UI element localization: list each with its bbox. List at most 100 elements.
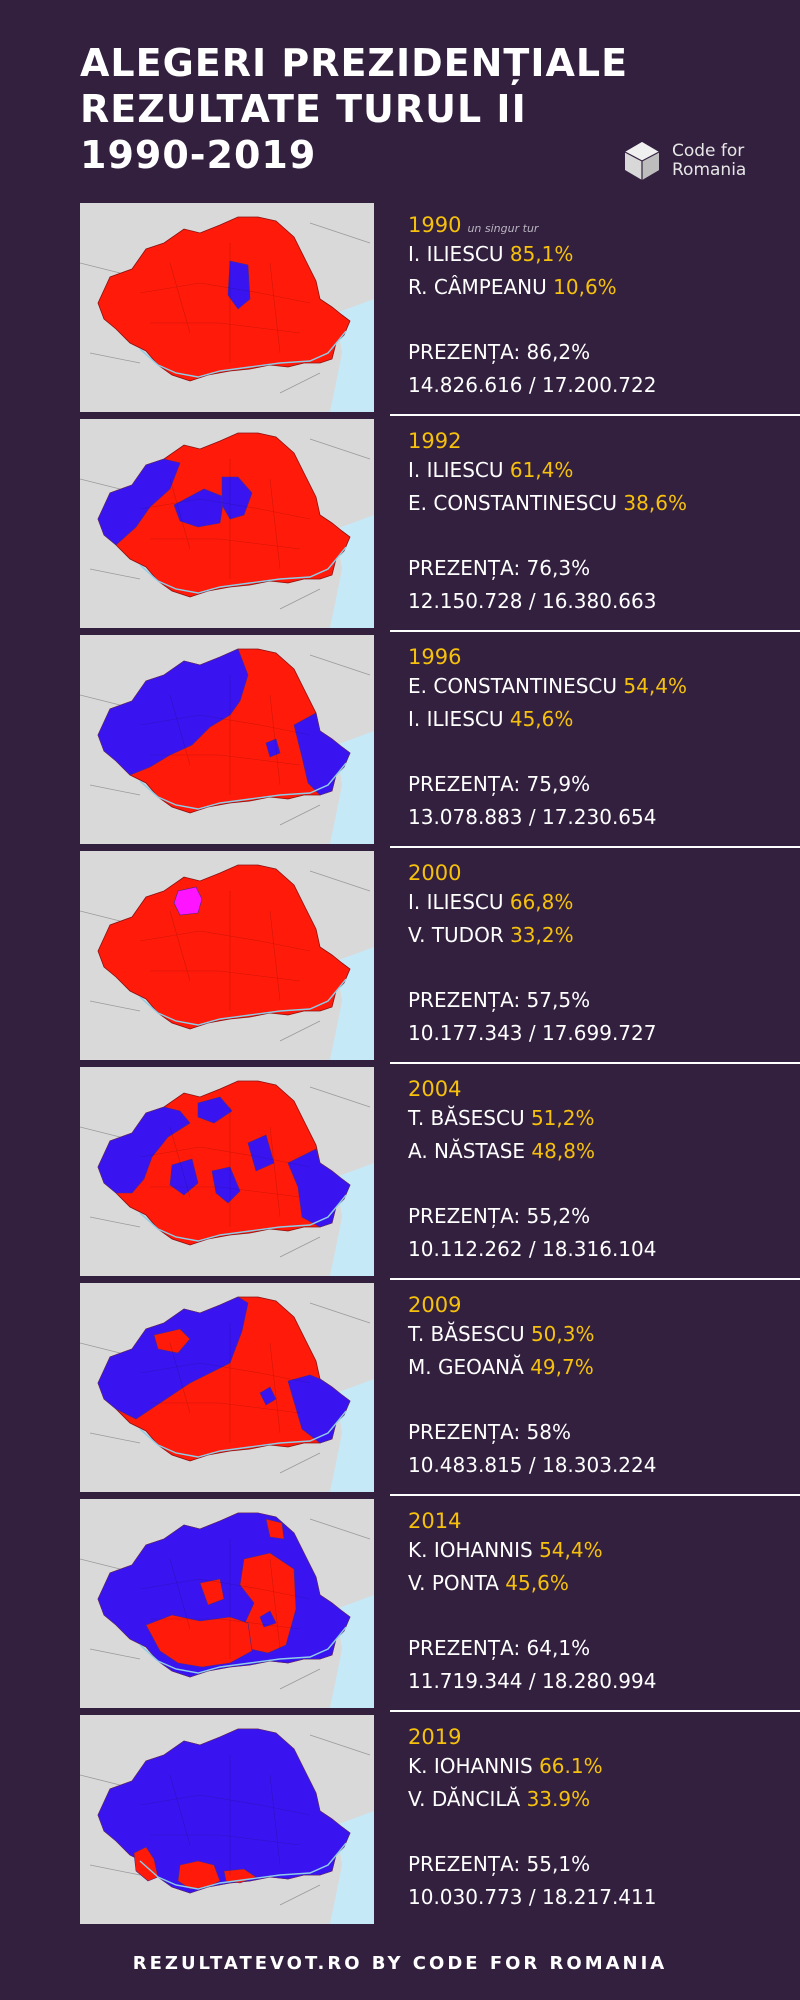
candidate-1: K. IOHANNIS 54,4% [408, 1534, 738, 1567]
election-info: 2019 K. IOHANNIS 66.1% V. DĂNCILĂ 33.9% … [408, 1724, 738, 1914]
romania-results-map [80, 1283, 374, 1492]
candidate-2: M. GEOANĂ 49,7% [408, 1351, 738, 1384]
county-region-0 [97, 458, 181, 546]
row-divider [390, 1278, 800, 1280]
romania-map-svg [80, 851, 374, 1060]
county-region-2 [221, 476, 253, 520]
row-divider [390, 846, 800, 848]
candidate-2: V. DĂNCILĂ 33.9% [408, 1783, 738, 1816]
candidate-1-percent: 51,2% [530, 1106, 595, 1130]
candidate-2-percent: 48,8% [531, 1139, 595, 1163]
danube-river [139, 762, 347, 810]
page-title: ALEGERI PREZIDENȚIALE REZULTATE TURUL II… [80, 40, 640, 178]
border-lines [80, 1518, 371, 1690]
border-lines [80, 1086, 371, 1258]
romania-results-map [80, 1715, 374, 1924]
romania-map-svg [80, 419, 374, 628]
candidate-1-name: E. CONSTANTINESCU [408, 674, 618, 698]
country-red-base [97, 864, 351, 1030]
logo-text-line-2: Romania [672, 160, 747, 180]
election-year: 2000 [408, 861, 462, 885]
turnout: PREZENȚA: 58% [408, 1420, 571, 1444]
votes-count: 11.719.344 / 18.280.994 [408, 1669, 657, 1693]
danube-river [139, 1626, 347, 1674]
candidate-1-percent: 85,1% [509, 242, 574, 266]
romania-results-map [80, 419, 374, 628]
title-line-3: 1990-2019 [80, 133, 317, 177]
election-year: 1996 [408, 645, 462, 669]
votes-count: 14.826.616 / 17.200.722 [408, 373, 657, 397]
row-divider [390, 1494, 800, 1496]
candidate-2-name: E. CONSTANTINESCU [408, 491, 618, 515]
danube-river [139, 978, 347, 1026]
candidate-2-percent: 33,2% [510, 923, 574, 947]
county-region-3 [259, 1386, 277, 1406]
border-lines [80, 870, 371, 1042]
danube-river [139, 330, 347, 378]
candidate-2-name: R. CÂMPEANU [408, 275, 547, 299]
romania-results-map [80, 203, 374, 412]
candidate-1-name: T. BĂSESCU [408, 1106, 525, 1130]
election-row: 1990 un singur tur I. ILIESCU 85,1% R. CÂ… [80, 203, 800, 419]
candidate-2-name: I. ILIESCU [408, 707, 504, 731]
romania-map-svg [80, 203, 374, 412]
county-region-0 [173, 886, 203, 916]
turnout: PREZENȚA: 75,9% [408, 772, 591, 796]
county-region-4 [265, 1518, 285, 1540]
border-lines [80, 438, 371, 610]
county-lines [139, 243, 311, 363]
romania-results-map [80, 635, 374, 844]
candidate-2-name: V. TUDOR [408, 923, 504, 947]
border-lines [80, 222, 371, 394]
candidate-1-percent: 54,4% [539, 1538, 603, 1562]
candidate-2-percent: 45,6% [505, 1571, 569, 1595]
candidate-1: T. BĂSESCU 51,2% [408, 1102, 738, 1135]
county-region-3 [211, 1166, 241, 1204]
county-region-0 [97, 648, 249, 776]
candidate-2-name: A. NĂSTASE [408, 1139, 526, 1163]
county-region-2 [265, 738, 281, 758]
candidate-1: E. CONSTANTINESCU 54,4% [408, 670, 738, 703]
romania-results-map [80, 851, 374, 1060]
code-for-romania-logo[interactable]: Code for Romania [620, 136, 780, 186]
election-year: 2019 [408, 1725, 462, 1749]
candidate-1-name: I. ILIESCU [408, 890, 504, 914]
county-lines [139, 459, 311, 579]
votes-count: 10.030.773 / 18.217.411 [408, 1885, 657, 1909]
votes-count: 10.483.815 / 18.303.224 [408, 1453, 657, 1477]
election-year: 2014 [408, 1509, 462, 1533]
logo-text-line-1: Code for [672, 141, 745, 161]
election-row: 2014 K. IOHANNIS 54,4% V. PONTA 45,6% PR… [80, 1499, 800, 1715]
row-divider [390, 1710, 800, 1712]
candidate-2: I. ILIESCU 45,6% [408, 703, 738, 736]
votes-count: 13.078.883 / 17.230.654 [408, 805, 657, 829]
candidate-2: E. CONSTANTINESCU 38,6% [408, 487, 738, 520]
county-region-1 [197, 1096, 233, 1124]
candidate-2: A. NĂSTASE 48,8% [408, 1135, 738, 1168]
logo-text: Code for Romania [672, 142, 746, 180]
county-region-2 [145, 1614, 253, 1668]
danube-river [139, 546, 347, 594]
title-line-1: ALEGERI PREZIDENȚIALE [80, 41, 629, 85]
candidate-2-percent: 38,6% [623, 491, 687, 515]
county-region-1 [153, 1328, 191, 1354]
candidate-1: I. ILIESCU 61,4% [408, 454, 738, 487]
county-region-3 [199, 1578, 225, 1606]
footer-credit[interactable]: REZULTATEVOT.RO BY CODE FOR ROMANIA [132, 1953, 668, 1974]
election-row: 2009 T. BĂSESCU 50,3% M. GEOANĂ 49,7% PR… [80, 1283, 800, 1499]
row-divider [390, 1062, 800, 1064]
election-year: 2004 [408, 1077, 462, 1101]
danube-river [139, 1410, 347, 1458]
election-row: 1996 E. CONSTANTINESCU 54,4% I. ILIESCU … [80, 635, 800, 851]
county-lines [139, 1107, 311, 1227]
turnout: PREZENȚA: 64,1% [408, 1636, 591, 1660]
candidate-2: R. CÂMPEANU 10,6% [408, 271, 738, 304]
danube-river [139, 1194, 347, 1242]
romania-results-map [80, 1499, 374, 1708]
row-divider [390, 414, 800, 416]
election-year: 1990 [408, 213, 462, 237]
turnout: PREZENȚA: 55,1% [408, 1852, 591, 1876]
candidate-2-percent: 49,7% [530, 1355, 594, 1379]
border-lines [80, 1302, 371, 1474]
turnout: PREZENȚA: 86,2% [408, 340, 591, 364]
